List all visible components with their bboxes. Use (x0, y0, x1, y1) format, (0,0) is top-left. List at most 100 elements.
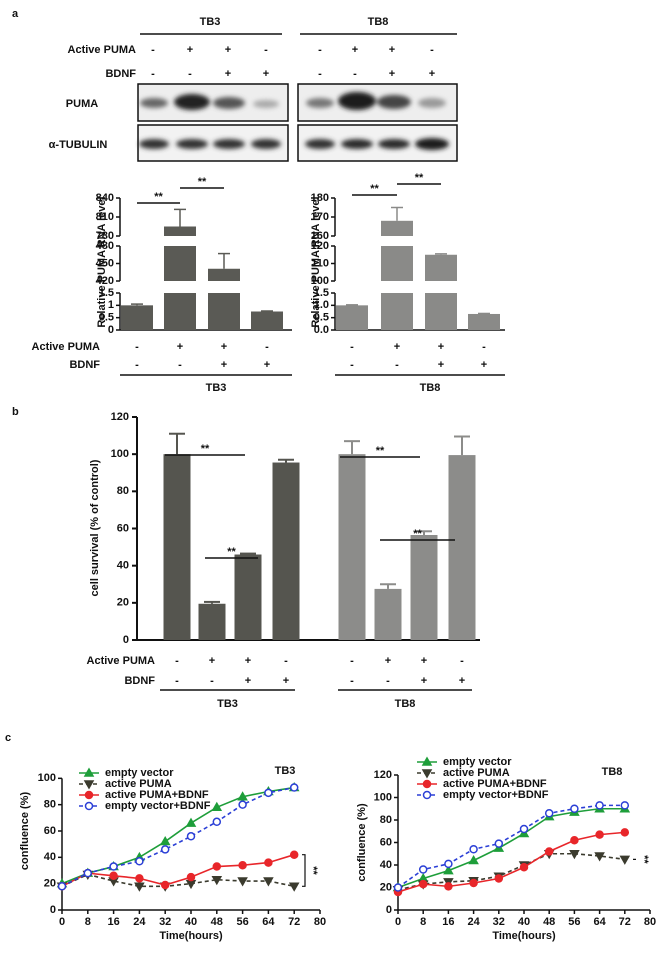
condition-sign: + (177, 341, 183, 353)
x-tick-label: 72 (619, 916, 631, 928)
marker (159, 836, 171, 846)
error-bar (416, 530, 432, 536)
bar (234, 554, 262, 640)
marker (444, 882, 453, 891)
y-tick-label: 120 (374, 769, 392, 781)
series-line (397, 831, 625, 893)
bar (198, 603, 226, 640)
condition-sign: - (264, 44, 268, 56)
condition-sign: - (350, 675, 354, 687)
error-bar (169, 432, 185, 455)
marker (212, 862, 222, 871)
condition-sign: - (135, 341, 139, 353)
condition-sign: + (225, 44, 231, 56)
significance-label: ** (154, 191, 163, 203)
band (213, 139, 245, 149)
significance-label: ** (370, 183, 379, 195)
band (213, 97, 245, 109)
condition-sign: - (265, 341, 269, 353)
marker (135, 857, 144, 866)
y-tick-label: 20 (44, 878, 56, 890)
condition-sign: - (151, 68, 155, 80)
y-axis-label: cell survival (% of control) (89, 459, 101, 596)
marker (443, 865, 454, 875)
condition-sign: + (438, 341, 444, 353)
marker (444, 859, 453, 869)
marker (620, 801, 630, 810)
bar (163, 454, 191, 640)
condition-sign: + (394, 341, 400, 353)
x-tick-label: 16 (442, 916, 454, 928)
condition-sign: - (430, 44, 434, 56)
group-label: TB8 (395, 698, 416, 710)
group-label: TB8 (420, 382, 441, 394)
band (306, 98, 334, 108)
y-axis-label: confluence (%) (19, 792, 31, 871)
band (341, 139, 373, 149)
marker (569, 850, 580, 860)
x-tick-label: 8 (420, 916, 426, 928)
marker (422, 790, 432, 800)
marker (469, 878, 478, 888)
marker (211, 875, 223, 886)
condition-sign: + (352, 44, 358, 56)
y-tick-label: 0 (50, 904, 56, 916)
bar (272, 462, 300, 640)
series-line (61, 786, 295, 888)
y-axis-label: confluence (%) (356, 803, 368, 882)
series-line (397, 852, 625, 891)
x-tick-label: 0 (59, 916, 65, 928)
bar (374, 588, 402, 640)
x-axis-label: Time(hours) (492, 930, 556, 942)
condition-sign: - (353, 68, 357, 80)
marker (289, 850, 299, 859)
y-tick-label: 100 (311, 275, 329, 287)
y-tick-label: 0.5 (99, 312, 114, 324)
x-tick-label: 0 (395, 916, 401, 928)
condition-sign: + (245, 655, 251, 667)
y-tick-label: 450 (96, 257, 114, 269)
bar (425, 254, 457, 281)
marker (212, 817, 222, 827)
bar (338, 454, 366, 640)
group-label: TB3 (200, 16, 221, 28)
legend-label: active PUMA+BDNF (443, 778, 547, 790)
marker (238, 800, 247, 809)
marker (570, 804, 579, 813)
y-tick-label: 0 (123, 634, 129, 646)
marker (84, 801, 94, 811)
bar (164, 293, 196, 330)
condition-name: BDNF (124, 675, 155, 687)
marker (83, 780, 95, 790)
y-tick-label: 120 (311, 240, 329, 252)
condition-name: Active PUMA (32, 341, 101, 353)
band (418, 98, 446, 108)
condition-sign: - (350, 341, 354, 353)
legend-label: empty vector+BDNF (105, 800, 211, 812)
marker (237, 877, 248, 887)
condition-sign: - (135, 359, 139, 371)
condition-sign: + (389, 68, 395, 80)
y-tick-label: 780 (96, 230, 114, 242)
legend-label: empty vector (443, 756, 512, 768)
marker (83, 767, 95, 777)
significance-label: ** (638, 855, 650, 864)
marker (186, 832, 196, 841)
condition-sign: - (175, 655, 179, 667)
legend-label: active PUMA (443, 767, 510, 779)
band (139, 139, 169, 149)
condition-sign: + (283, 675, 289, 687)
x-tick-label: 80 (644, 916, 656, 928)
y-tick-label: 810 (96, 211, 114, 223)
condition-sign: - (460, 655, 464, 667)
chart-title: TB3 (275, 765, 296, 777)
marker (57, 882, 67, 891)
series-line (61, 873, 295, 888)
marker (264, 788, 273, 798)
marker (84, 790, 94, 800)
y-tick-label: 110 (311, 257, 329, 269)
marker (594, 852, 605, 862)
marker (83, 868, 93, 878)
x-tick-label: 8 (85, 916, 91, 928)
band (251, 139, 281, 149)
